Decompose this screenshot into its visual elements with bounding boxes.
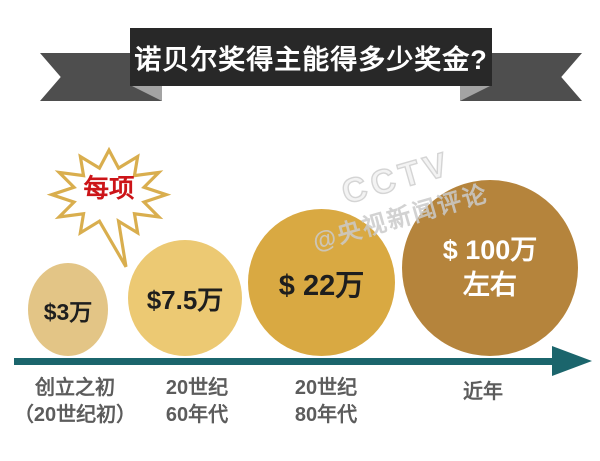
axis-label-line: （20世纪初）	[13, 404, 137, 426]
axis-label-line: 60年代	[165, 404, 229, 426]
bubble-value: $3万	[43, 298, 93, 325]
bubble-1901: $3万	[28, 263, 108, 356]
axis-label-line: 20世纪	[165, 377, 229, 399]
axis-label-1960s: 20世纪 60年代	[117, 375, 277, 429]
timeline-arrow-icon	[552, 346, 592, 376]
banner-title: 诺贝尔奖得主能得多少奖金?	[130, 28, 492, 86]
timeline-axis	[14, 358, 570, 365]
bubble-value: $7.5万	[146, 284, 224, 315]
bubble-1980s: $ 22万	[248, 209, 395, 356]
axis-label-1980s: 20世纪 80年代	[246, 375, 406, 429]
bubble-value: $ 22万	[278, 269, 365, 302]
bubble-recent: $ 100万 左右	[402, 180, 578, 356]
starburst-annotation: 每项	[38, 146, 180, 270]
axis-label-line: 80年代	[294, 404, 358, 426]
axis-label-line: 创立之初	[35, 377, 115, 399]
starburst-label: 每项	[84, 174, 135, 203]
axis-label-founding: 创立之初 （20世纪初）	[0, 375, 155, 429]
starburst-shape: 每项	[46, 146, 172, 268]
axis-label-line: 近年	[463, 381, 503, 403]
bubble-value-line2: 左右	[463, 270, 517, 300]
bubble-1960s: $7.5万	[128, 240, 242, 356]
axis-label-line: 20世纪	[294, 377, 358, 399]
axis-label-recent: 近年	[403, 379, 563, 406]
bubble-value: $ 100万	[442, 235, 538, 265]
